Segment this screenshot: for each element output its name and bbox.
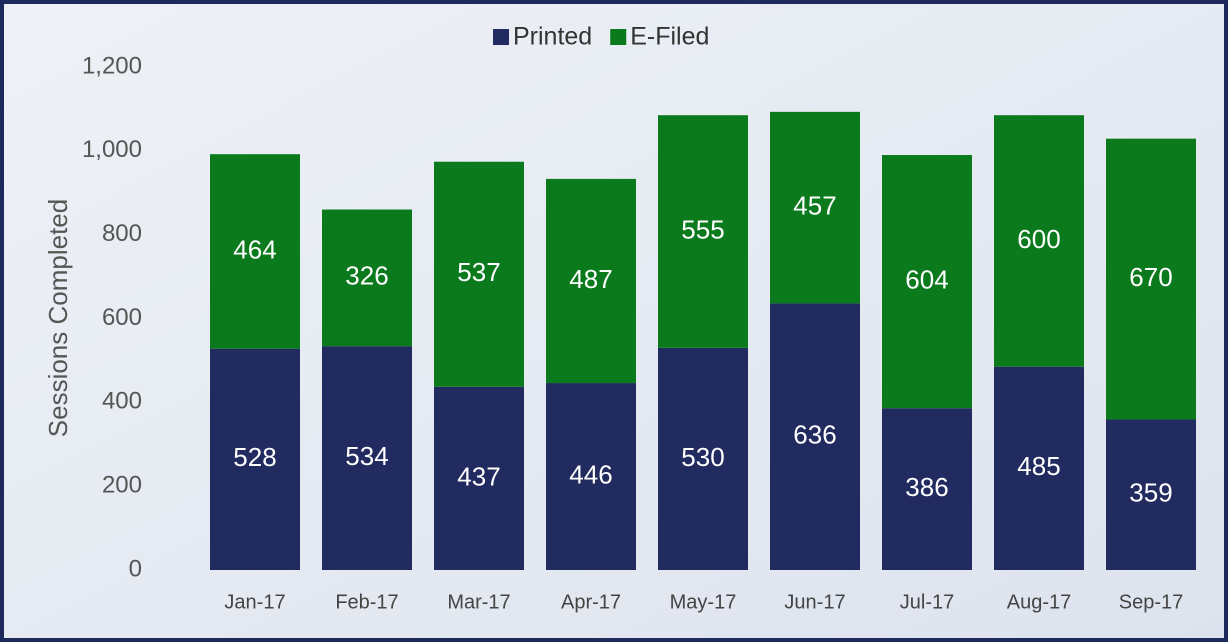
- x-tick-label: Apr-17: [561, 591, 621, 613]
- y-tick-label: 600: [102, 304, 142, 331]
- data-label: 487: [569, 264, 612, 294]
- x-tick-label: Mar-17: [447, 591, 510, 613]
- y-tick-label: 200: [102, 472, 142, 499]
- data-label: 604: [905, 264, 948, 294]
- legend-label: Printed: [513, 23, 592, 51]
- legend-swatch: [493, 29, 509, 45]
- data-label: 636: [793, 420, 836, 450]
- x-tick-label: Aug-17: [1007, 591, 1072, 613]
- data-label: 464: [233, 234, 276, 264]
- bar-segment: [322, 209, 412, 347]
- bar-segment: [770, 303, 860, 570]
- data-label: 530: [681, 442, 724, 472]
- y-tick-label: 400: [102, 388, 142, 415]
- bar-segment: [994, 366, 1084, 570]
- data-label: 537: [457, 257, 500, 287]
- data-label: 457: [793, 191, 836, 221]
- bar-segment: [658, 347, 748, 570]
- y-tick-label: 1,000: [82, 136, 142, 163]
- bar-segment: [434, 386, 524, 570]
- x-tick-label: Jan-17: [224, 591, 285, 613]
- y-tick-label: 800: [102, 220, 142, 247]
- data-label: 555: [681, 214, 724, 244]
- data-label: 528: [233, 442, 276, 472]
- x-tick-label: Sep-17: [1119, 591, 1184, 613]
- legend-swatch: [610, 29, 627, 45]
- bar-segment: [434, 161, 524, 387]
- data-label: 600: [1017, 224, 1060, 254]
- x-tick-label: Jun-17: [784, 591, 845, 613]
- data-label: 386: [905, 472, 948, 502]
- data-label: 670: [1129, 262, 1172, 292]
- bar-segment: [770, 111, 860, 304]
- bar-segment: [994, 115, 1084, 367]
- legend-label: E-Filed: [630, 23, 709, 51]
- bar-segment: [1106, 419, 1196, 570]
- data-label: 534: [345, 441, 388, 471]
- data-label: 326: [345, 261, 388, 291]
- y-axis-label: Sessions Completed: [43, 199, 73, 437]
- bar-segment: [1106, 138, 1196, 420]
- data-label: 446: [569, 459, 612, 489]
- x-tick-label: Feb-17: [335, 591, 398, 613]
- y-tick-label: 0: [129, 555, 142, 582]
- data-label: 485: [1017, 451, 1060, 481]
- bar-segment: [322, 346, 412, 570]
- data-label: 359: [1129, 478, 1172, 508]
- x-tick-label: Jul-17: [900, 591, 954, 613]
- data-label: 437: [457, 461, 500, 491]
- bar-segment: [882, 408, 972, 570]
- bar-segment: [546, 383, 636, 570]
- bar-segment: [882, 155, 972, 409]
- bar-segment: [658, 115, 748, 348]
- bar-segment: [210, 154, 300, 349]
- x-tick-label: May-17: [670, 591, 737, 613]
- bar-segment: [546, 178, 636, 384]
- bar-segment: [210, 348, 300, 570]
- y-tick-label: 1,200: [82, 52, 142, 79]
